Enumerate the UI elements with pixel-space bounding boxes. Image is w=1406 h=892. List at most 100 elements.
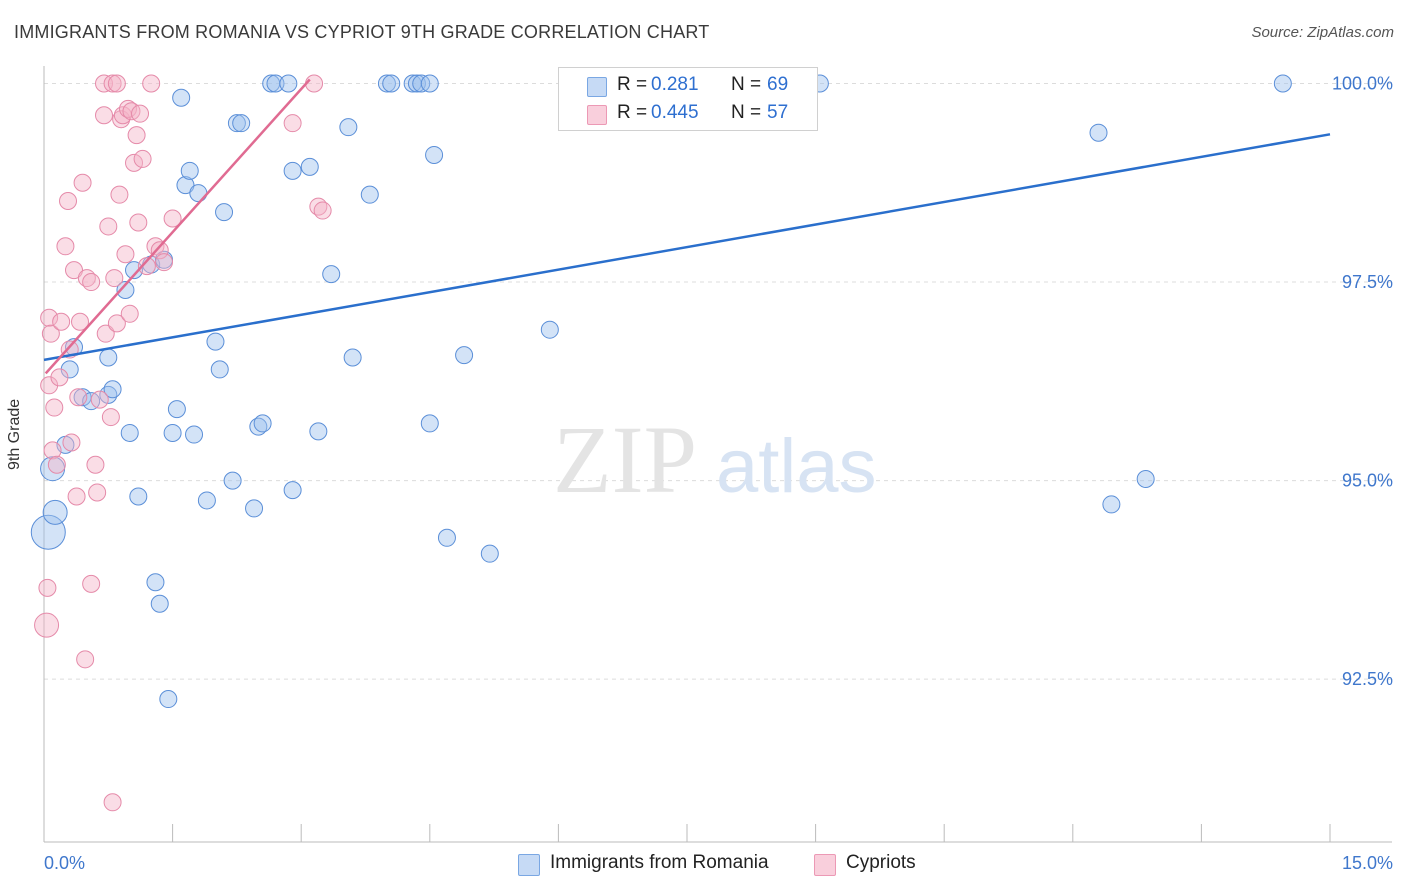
data-point-romania [283,161,302,180]
trendline-romania [43,133,1331,362]
legend-swatch-blue [587,77,607,97]
data-point-romania [116,280,135,299]
data-point-cypriots [47,455,66,474]
data-point-cypriots [105,269,124,288]
data-point-cypriots [88,483,107,502]
source-label: Source: ZipAtlas.com [1251,24,1394,41]
bottom-legend-swatch-pink [814,854,836,876]
data-point-romania [377,74,396,93]
y-tick-label: 92.5% [1342,669,1393,689]
data-point-romania [180,161,199,180]
bottom-legend-label: Immigrants from Romania [550,852,769,873]
data-point-cypriots [116,245,135,264]
data-point-romania [343,348,362,367]
y-axis-label: 9th Grade [6,398,23,470]
data-point-romania [253,414,272,433]
correlation-legend: R = 0.281 N = 69 R = 0.445 N = 57 [558,67,818,131]
data-point-romania [425,145,444,164]
data-point-romania [1089,123,1108,142]
data-point-romania [279,74,298,93]
data-point-romania [206,332,225,351]
data-point-romania [30,514,66,550]
data-point-cypriots [103,74,122,93]
data-point-cypriots [52,312,71,331]
data-point-cypriots [305,74,324,93]
y-tick-label: 97.5% [1342,272,1393,292]
bottom-legend-label: Cypriots [846,852,916,873]
data-point-cypriots [40,308,59,327]
data-point-romania [223,471,242,490]
data-point-cypriots [50,368,69,387]
data-point-romania [99,348,118,367]
data-point-romania [103,380,122,399]
data-point-romania [232,114,251,133]
data-point-cypriots [82,273,101,292]
data-point-romania [300,157,319,176]
legend-n-value: 69 [767,74,789,95]
data-point-cypriots [313,201,332,220]
data-point-cypriots [96,324,115,343]
data-point-cypriots [95,106,114,125]
data-point-romania [1102,495,1121,514]
data-point-romania [172,88,191,107]
data-point-romania [210,360,229,379]
legend-r-value: 0.281 [651,74,699,95]
legend-r-label: R = [617,102,648,123]
data-point-romania [480,544,499,563]
data-point-cypriots [65,261,84,280]
data-point-cypriots [34,612,60,638]
data-point-cypriots [67,487,86,506]
data-point-romania [42,499,68,525]
data-point-cypriots [133,149,152,168]
data-point-romania [339,118,358,137]
data-point-romania [1136,470,1155,489]
data-point-cypriots [129,213,148,232]
data-point-romania [407,74,426,93]
data-point-romania [382,74,401,93]
data-point-cypriots [125,153,144,172]
data-point-cypriots [103,793,122,812]
data-point-cypriots [163,209,182,228]
data-point-cypriots [56,237,75,256]
x-tick-label: 0.0% [44,853,85,873]
legend-r-label: R = [617,74,648,95]
y-tick-label: 100.0% [1332,73,1393,93]
data-point-cypriots [43,441,62,460]
data-point-cypriots [45,398,64,417]
data-point-romania [455,346,474,365]
data-point-romania [129,487,148,506]
legend-swatch-pink [587,105,607,125]
data-point-romania [420,74,439,93]
data-point-cypriots [101,408,120,427]
legend-r-value: 0.445 [651,102,699,123]
data-point-romania [163,423,182,442]
data-point-cypriots [82,574,101,593]
data-point-cypriots [76,650,95,669]
data-point-romania [245,499,264,518]
data-point-cypriots [59,192,78,211]
data-point-cypriots [283,114,302,133]
watermark-atlas: atlas [716,424,877,509]
trendline-cypriots [44,78,311,375]
data-point-cypriots [142,74,161,93]
legend-n-label: N = [731,102,762,123]
data-point-cypriots [71,312,90,331]
data-point-romania [283,481,302,500]
data-point-cypriots [150,241,169,260]
data-point-cypriots [119,99,138,118]
data-point-romania [309,422,328,441]
watermark-zip: ZIP [553,406,697,513]
data-point-cypriots [69,388,88,407]
data-point-cypriots [127,126,146,145]
data-point-cypriots [107,314,126,333]
data-point-romania [120,423,139,442]
data-point-romania [360,185,379,204]
data-point-cypriots [137,257,156,276]
legend-n-label: N = [731,74,762,95]
data-point-romania [437,528,456,547]
data-point-romania [167,400,186,419]
data-point-romania [420,414,439,433]
data-point-cypriots [131,104,150,123]
data-point-romania [146,573,165,592]
